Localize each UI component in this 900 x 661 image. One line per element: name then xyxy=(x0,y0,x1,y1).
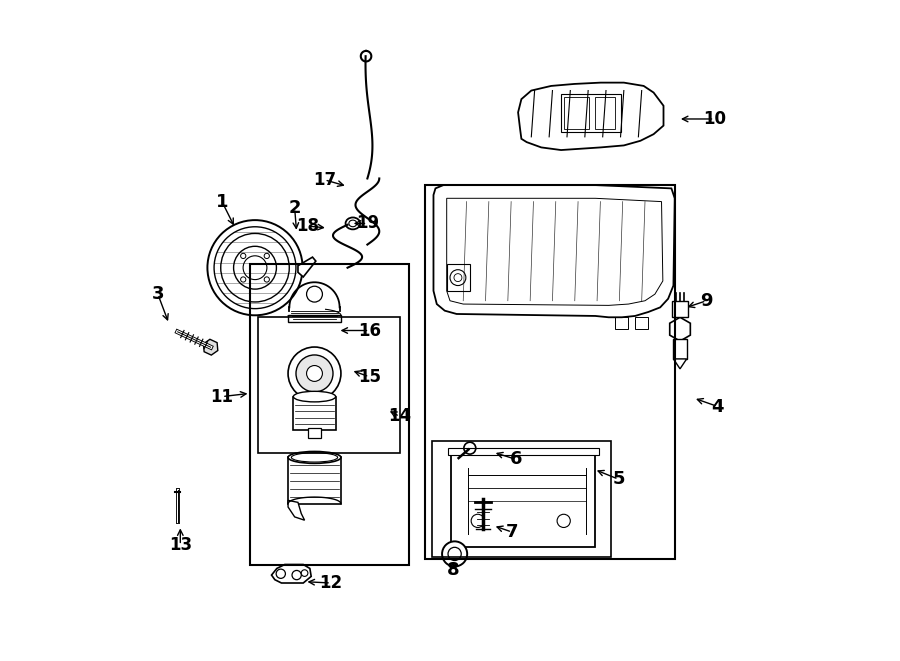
Text: 15: 15 xyxy=(358,368,381,386)
Circle shape xyxy=(448,547,461,561)
Text: 6: 6 xyxy=(509,450,522,469)
Text: 10: 10 xyxy=(703,110,726,128)
Circle shape xyxy=(442,541,467,566)
Polygon shape xyxy=(673,359,687,369)
Bar xyxy=(288,315,341,322)
Text: 18: 18 xyxy=(296,217,320,235)
Bar xyxy=(635,317,648,329)
Bar xyxy=(250,264,409,565)
Polygon shape xyxy=(518,83,663,150)
Circle shape xyxy=(302,570,308,576)
Text: 8: 8 xyxy=(447,561,460,579)
Ellipse shape xyxy=(292,453,338,462)
Text: 2: 2 xyxy=(288,199,301,217)
Polygon shape xyxy=(272,564,311,583)
Text: 3: 3 xyxy=(151,285,164,303)
Circle shape xyxy=(265,277,269,282)
Bar xyxy=(432,441,610,557)
Bar xyxy=(308,428,321,438)
Circle shape xyxy=(288,347,341,400)
Bar xyxy=(561,94,620,132)
Bar xyxy=(288,457,341,504)
Circle shape xyxy=(265,253,269,258)
Circle shape xyxy=(296,355,333,392)
Bar xyxy=(672,301,688,317)
Circle shape xyxy=(240,253,246,258)
Text: 7: 7 xyxy=(506,523,518,541)
Text: 9: 9 xyxy=(700,292,713,310)
Ellipse shape xyxy=(293,391,336,402)
Circle shape xyxy=(292,570,302,580)
Bar xyxy=(673,339,687,359)
Polygon shape xyxy=(434,185,675,317)
Polygon shape xyxy=(288,500,304,520)
Text: 17: 17 xyxy=(313,171,336,189)
Bar xyxy=(596,97,616,129)
Bar xyxy=(425,185,675,559)
Bar xyxy=(564,97,590,129)
Text: 5: 5 xyxy=(612,470,625,488)
Polygon shape xyxy=(670,317,690,341)
Ellipse shape xyxy=(288,451,341,463)
Text: 14: 14 xyxy=(388,407,411,426)
Bar xyxy=(448,448,598,455)
Bar xyxy=(451,455,596,547)
Text: 16: 16 xyxy=(358,321,381,340)
Circle shape xyxy=(276,569,285,578)
Text: 13: 13 xyxy=(168,536,192,555)
Text: 19: 19 xyxy=(356,214,379,233)
Text: 1: 1 xyxy=(216,192,229,211)
Polygon shape xyxy=(203,339,218,355)
Text: 11: 11 xyxy=(211,387,233,406)
Text: 12: 12 xyxy=(320,574,343,592)
Polygon shape xyxy=(298,257,316,277)
Text: 4: 4 xyxy=(712,397,724,416)
Circle shape xyxy=(240,277,246,282)
Bar xyxy=(293,397,336,430)
Bar xyxy=(616,317,628,329)
Circle shape xyxy=(307,366,322,381)
Bar xyxy=(258,317,400,453)
